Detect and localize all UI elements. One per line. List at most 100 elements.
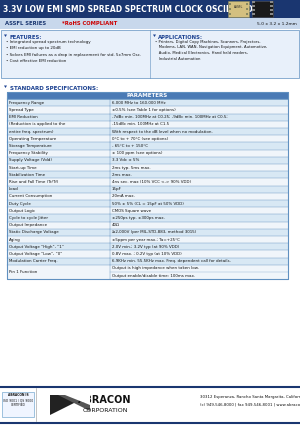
Bar	[7, 92, 288, 99]
Text: CERTIFIED: CERTIFIED	[11, 403, 26, 407]
Bar	[7, 193, 288, 200]
Bar	[246, 13, 248, 15]
Text: Aging: Aging	[9, 238, 21, 241]
Polygon shape	[4, 34, 7, 37]
Text: 6.9KHz min. 55.5KHz max. Freq. dependent call for details.: 6.9KHz min. 55.5KHz max. Freq. dependent…	[112, 259, 231, 263]
Text: 5.0 x 3.2 x 1.2mm: 5.0 x 3.2 x 1.2mm	[257, 22, 297, 25]
Text: *RoHS COMPLIANT: *RoHS COMPLIANT	[62, 21, 117, 26]
Text: - 65°C to + 150°C: - 65°C to + 150°C	[112, 144, 148, 148]
Text: Load: Load	[9, 187, 19, 191]
Bar	[7, 214, 288, 221]
Bar	[7, 157, 288, 164]
Text: Pin 1 Function: Pin 1 Function	[9, 270, 38, 274]
Text: ±250ps typ. ±300ps max.: ±250ps typ. ±300ps max.	[112, 216, 165, 220]
Text: Rise and Fall Time (Tr/Tf): Rise and Fall Time (Tr/Tf)	[9, 180, 58, 184]
Bar	[229, 8, 231, 10]
Text: 3.3 Vdc ± 5%: 3.3 Vdc ± 5%	[112, 159, 140, 162]
Bar	[7, 250, 288, 258]
Text: entire freq. spectrum): entire freq. spectrum)	[9, 130, 53, 133]
Text: ASSFL: ASSFL	[234, 5, 243, 9]
Bar	[7, 135, 288, 142]
Bar	[7, 142, 288, 150]
Text: -7dBc min. 100MHz at C0.25; -9dBc min. 100MHz at C0.5;: -7dBc min. 100MHz at C0.25; -9dBc min. 1…	[112, 115, 228, 119]
Text: • Integrated spread spectrum technology: • Integrated spread spectrum technology	[6, 40, 91, 43]
Text: 3.3V LOW EMI SMD SPREAD SPECTRUM CLOCK OSCILLATOR: 3.3V LOW EMI SMD SPREAD SPECTRUM CLOCK O…	[3, 5, 259, 14]
Bar	[7, 99, 288, 106]
Text: CORPORATION: CORPORATION	[82, 408, 128, 414]
Text: • Solves EMI failures as a drop in replacement for std. 5x7mm Osc.: • Solves EMI failures as a drop in repla…	[6, 53, 141, 57]
Bar	[229, 13, 231, 15]
Bar	[0, 0, 300, 18]
Text: ISO 9001 / QS 9000: ISO 9001 / QS 9000	[3, 398, 33, 402]
Text: Modulation Carrier Freq.: Modulation Carrier Freq.	[9, 259, 58, 263]
Bar	[229, 3, 231, 5]
Text: Output Voltage “High”, “1”: Output Voltage “High”, “1”	[9, 245, 64, 249]
Polygon shape	[153, 34, 156, 37]
Bar	[7, 236, 288, 243]
Text: Current Consumption: Current Consumption	[9, 194, 52, 198]
Text: • EMI reduction up to 20dB: • EMI reduction up to 20dB	[6, 46, 61, 50]
Text: APPLICATIONS:: APPLICATIONS:	[158, 34, 203, 40]
Bar	[270, 13, 273, 15]
Text: Duty Cycle: Duty Cycle	[9, 201, 31, 206]
Text: -15dBc min. 100MHz at C1.5: -15dBc min. 100MHz at C1.5	[112, 122, 169, 126]
Bar	[7, 221, 288, 229]
Text: Spread Type: Spread Type	[9, 108, 34, 112]
Text: PARAMETERS: PARAMETERS	[127, 93, 168, 98]
Bar	[7, 150, 288, 157]
Bar	[246, 3, 248, 5]
Text: Modems, LAN, WAN, Navigation Equipment, Automotive,: Modems, LAN, WAN, Navigation Equipment, …	[155, 45, 267, 49]
Text: ± 100 ppm (see options): ± 100 ppm (see options)	[112, 151, 163, 155]
Text: 6.000 MHz to 160.000 MHz: 6.000 MHz to 160.000 MHz	[112, 101, 166, 105]
Bar	[7, 171, 288, 178]
Bar	[252, 13, 255, 15]
Bar	[252, 9, 255, 11]
Text: ABRACON IS: ABRACON IS	[8, 393, 29, 397]
Text: EMI Reduction: EMI Reduction	[9, 115, 38, 119]
Text: • Cost effective EMI reduction: • Cost effective EMI reduction	[6, 59, 66, 63]
Bar	[7, 186, 288, 193]
Text: CMOS Square wave: CMOS Square wave	[112, 209, 151, 213]
Text: Output enable/disable time: 100ms max.: Output enable/disable time: 100ms max.	[112, 274, 195, 278]
Bar	[7, 207, 288, 214]
Text: Start-up Time: Start-up Time	[9, 166, 37, 170]
Text: 30312 Esperanza, Rancho Santa Margarita, California 92688: 30312 Esperanza, Rancho Santa Margarita,…	[200, 395, 300, 399]
Bar	[7, 265, 288, 279]
Text: Industrial Automation: Industrial Automation	[155, 57, 200, 61]
Bar	[252, 1, 255, 3]
Bar	[270, 5, 273, 7]
Text: Cycle to cycle Jitter: Cycle to cycle Jitter	[9, 216, 48, 220]
Text: Audio, Medical Electronics, Hand held readers,: Audio, Medical Electronics, Hand held re…	[155, 51, 248, 55]
Text: Output Logic: Output Logic	[9, 209, 35, 213]
Bar	[7, 164, 288, 171]
Polygon shape	[65, 395, 90, 405]
Text: (c) 949-546-8000 | fax 949-546-8001 | www.abracon.com: (c) 949-546-8000 | fax 949-546-8001 | ww…	[200, 403, 300, 407]
Text: Static Discharge Voltage: Static Discharge Voltage	[9, 230, 59, 235]
Text: 2.0V min.; 3.2V typ (at 90% VDD): 2.0V min.; 3.2V typ (at 90% VDD)	[112, 245, 179, 249]
Bar	[7, 106, 288, 113]
Bar	[270, 1, 273, 3]
Text: (Reduction is applied to the: (Reduction is applied to the	[9, 122, 65, 126]
Text: 2ms max.: 2ms max.	[112, 173, 132, 177]
Text: Frequency Stability: Frequency Stability	[9, 151, 48, 155]
Bar	[270, 9, 273, 11]
Text: 2ms typ. 5ms max.: 2ms typ. 5ms max.	[112, 166, 151, 170]
Text: 4ns sec. max (10% VCC <-> 90% VDD): 4ns sec. max (10% VCC <-> 90% VDD)	[112, 180, 191, 184]
Bar	[7, 113, 288, 121]
Text: ±5ppm per year max.; Ta=+25°C: ±5ppm per year max.; Ta=+25°C	[112, 238, 180, 241]
Text: Operating Temperature: Operating Temperature	[9, 137, 56, 141]
Bar	[7, 121, 288, 128]
Bar	[7, 178, 288, 186]
Polygon shape	[58, 395, 90, 411]
Text: FEATURES:: FEATURES:	[9, 34, 41, 40]
Bar	[228, 1, 249, 17]
Bar	[1, 30, 299, 78]
Text: • Printers, Digital Copy Machines, Scanners, Projectors,: • Printers, Digital Copy Machines, Scann…	[155, 40, 261, 43]
Bar	[7, 229, 288, 236]
Bar	[7, 92, 288, 279]
Polygon shape	[4, 85, 7, 88]
Bar	[252, 5, 255, 7]
Bar	[0, 18, 300, 29]
Bar	[7, 200, 288, 207]
Text: Output Voltage “Low”, “0”: Output Voltage “Low”, “0”	[9, 252, 62, 256]
